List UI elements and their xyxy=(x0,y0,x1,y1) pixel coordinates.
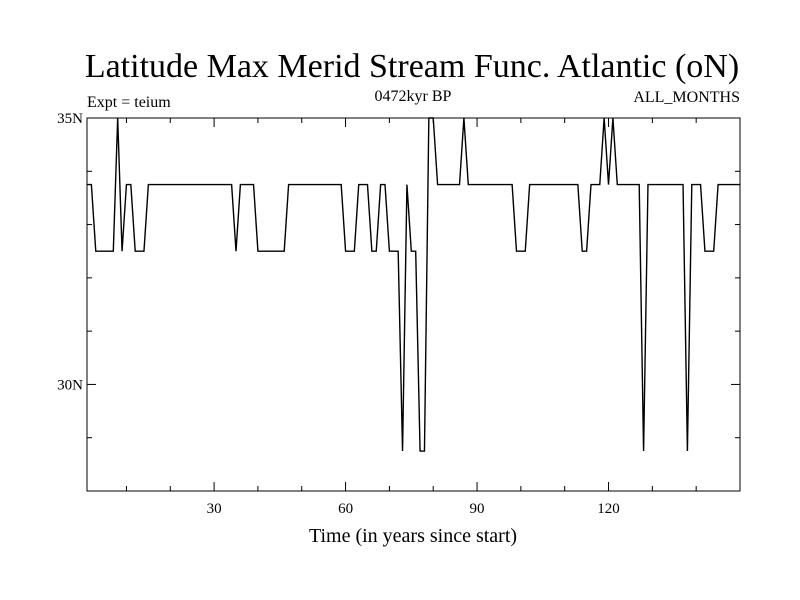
x-tick-label: 60 xyxy=(338,501,353,517)
experiment-label: Expt = teium xyxy=(87,94,171,111)
axes xyxy=(86,117,741,492)
x-axis-label: Time (in years since start) xyxy=(309,525,517,547)
y-tick-label: 30N xyxy=(57,377,83,393)
series-layer xyxy=(87,117,740,452)
months-label: ALL_MONTHS xyxy=(633,89,740,106)
axis-ticks xyxy=(87,117,740,491)
tick-labels: 30 60 90 120 30N 35N xyxy=(57,111,620,517)
plot-frame xyxy=(86,117,741,492)
x-tick-label: 120 xyxy=(597,501,620,517)
chart-title: Latitude Max Merid Stream Func. Atlantic… xyxy=(85,48,739,85)
chart-subtitle: 0472kyr BP xyxy=(375,88,452,105)
series-line xyxy=(87,117,740,452)
x-tick-label: 90 xyxy=(470,501,485,517)
y-tick-label: 35N xyxy=(57,111,83,127)
x-tick-label: 30 xyxy=(207,501,222,517)
